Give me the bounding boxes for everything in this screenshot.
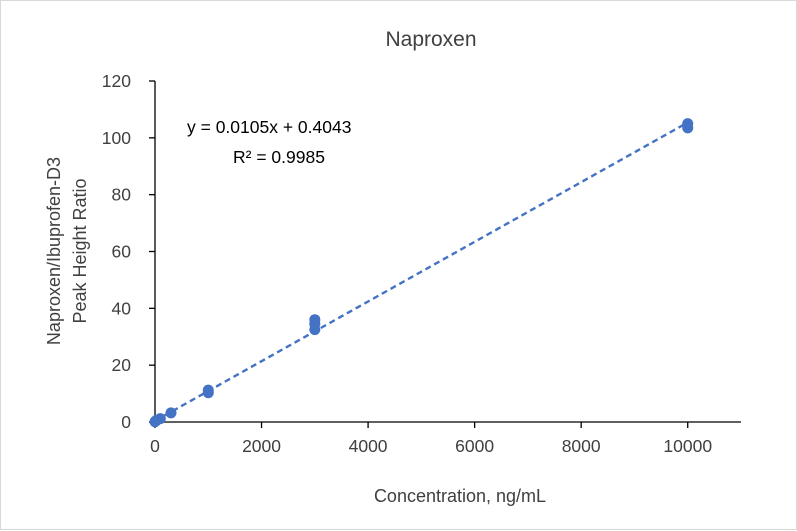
data-point: [154, 413, 166, 425]
y-axis-title-line-2: Peak Height Ratio: [70, 178, 90, 323]
y-tick-label: 60: [112, 242, 132, 262]
data-point: [202, 384, 214, 396]
y-tick-label: 120: [102, 71, 131, 91]
x-tick-label: 10000: [663, 436, 712, 456]
x-tick-label: 4000: [349, 436, 388, 456]
y-axis-title-line-1: Naproxen/Ibuprofen-D3: [44, 157, 64, 345]
y-tick-label: 20: [112, 355, 132, 375]
y-tick-label: 0: [121, 412, 131, 432]
data-point: [682, 118, 694, 130]
x-tick-label: 2000: [242, 436, 281, 456]
y-tick-label: 100: [102, 128, 131, 148]
y-tick-label: 40: [112, 298, 132, 318]
x-tick-label: 8000: [562, 436, 601, 456]
y-tick-label: 80: [112, 185, 132, 205]
r-squared-label: R² = 0.9985: [233, 147, 325, 167]
chart-title: Naproxen: [385, 28, 476, 51]
data-point: [165, 407, 177, 419]
trendline: [154, 121, 689, 422]
x-tick-label: 0: [150, 436, 160, 456]
x-tick-label: 6000: [455, 436, 494, 456]
x-axis-title: Concentration, ng/mL: [374, 486, 546, 506]
data-points: [149, 118, 694, 428]
x-axis-ticks: 0 2000 4000 6000 8000 10000: [150, 422, 712, 456]
trendline-equation: y = 0.0105x + 0.4043: [187, 117, 351, 137]
data-point: [309, 314, 321, 326]
y-axis-ticks: 0 20 40 60 80 100 120: [102, 71, 155, 432]
y-axis-title: Naproxen/Ibuprofen-D3 Peak Height Ratio: [44, 157, 90, 345]
